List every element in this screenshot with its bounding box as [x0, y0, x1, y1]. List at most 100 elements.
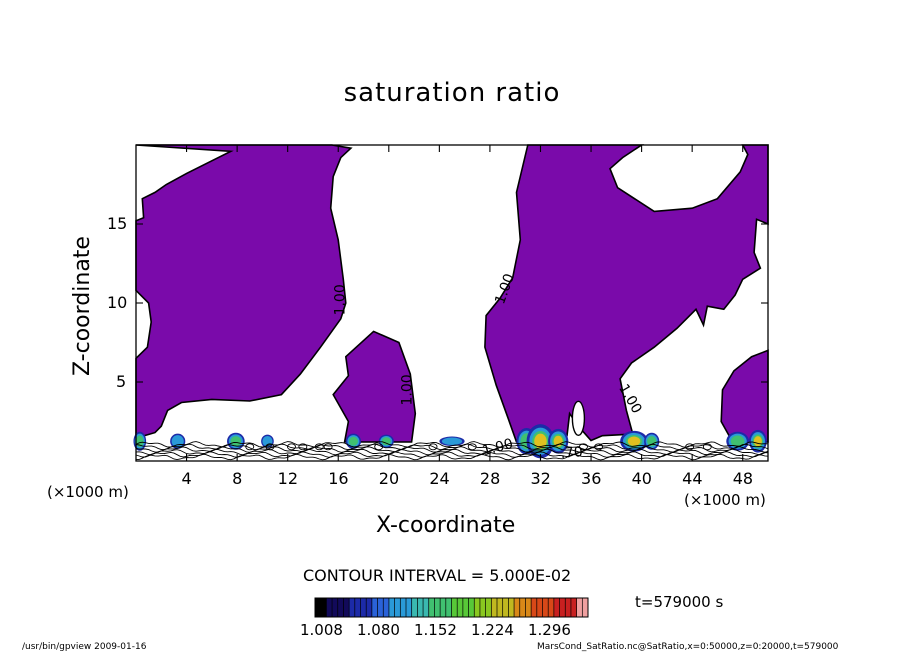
ground-contour [135, 443, 769, 451]
y-tick-label: 15 [107, 214, 128, 233]
small-contour-loop [467, 443, 477, 451]
plume-core [647, 436, 657, 447]
saturated-region-fill [135, 144, 769, 443]
saturated-region-4 [720, 349, 769, 443]
plot-frame [135, 144, 769, 462]
colorbar-tick-label: 1.008 [300, 621, 343, 639]
y-axis-label: Z-coordinate [70, 236, 95, 376]
colorbar-cell [570, 598, 577, 617]
contour-labels: 1.001.001.001.001.00.70 [333, 272, 645, 462]
colorbar-tick-label: 1.224 [471, 621, 514, 639]
small-contour-loop [702, 443, 712, 451]
colorbar-cell [371, 598, 378, 617]
plume-core [136, 435, 144, 447]
colorbar-cell [519, 598, 526, 617]
colorbar-cell [531, 598, 538, 617]
x-tick-label: 16 [328, 469, 349, 488]
colorbar-cell [525, 598, 532, 617]
y-tick-label: 10 [107, 293, 128, 312]
colorbar-cell [445, 598, 452, 617]
x-tick-label: 4 [181, 469, 192, 488]
plume-core [348, 436, 358, 446]
small-contour-loop [265, 443, 275, 451]
colorbar-cell [565, 598, 572, 617]
colorbar-cell [394, 598, 401, 617]
colorbar-cell [548, 598, 555, 617]
ground-contour-lines [135, 441, 769, 461]
small-contour-loop [323, 443, 333, 451]
x-tick-label: 12 [277, 469, 299, 488]
colorbar-cell [383, 598, 390, 617]
ground-contour [135, 448, 769, 456]
x-tick-label: 8 [232, 469, 243, 488]
footer-data-source: MarsCond_SatRatio.nc@SatRatio,x=0:50000,… [537, 642, 839, 652]
x-tick-label: 48 [732, 469, 754, 488]
plume-core [381, 437, 391, 446]
colorbar-cell [315, 598, 321, 617]
small-contour-loop [314, 443, 324, 451]
x-unit-label-left: (×1000 m) [47, 483, 129, 501]
time-label: t=579000 s [635, 593, 724, 611]
colorbar-cell [400, 598, 407, 617]
colorbar-tick-label: 1.080 [357, 621, 400, 639]
contour-label: 1.00 [333, 284, 349, 315]
colorbar-frame [314, 597, 589, 618]
colorbar-tick-label: 1.296 [528, 621, 571, 639]
small-contour-loop [287, 443, 296, 451]
colorbar [314, 597, 589, 618]
colorbar-cell [377, 598, 384, 617]
colorbar-cell [320, 598, 327, 617]
footer-program-date: /usr/bin/gpview 2009-01-16 [22, 642, 147, 652]
colorbar-cell [337, 598, 344, 617]
colorbar-cell [485, 598, 492, 617]
chart-title: saturation ratio [343, 78, 561, 108]
colorbar-cell [354, 598, 361, 617]
colorbar-cell [428, 598, 435, 617]
colorbar-cell [411, 598, 418, 617]
colorbar-cell [417, 598, 424, 617]
colorbar-cell [343, 598, 350, 617]
colorbar-cell [434, 598, 441, 617]
colorbar-cell [502, 598, 509, 617]
plume-core [534, 433, 547, 449]
contour-interval-label: CONTOUR INTERVAL = 5.000E-02 [303, 566, 572, 585]
y-tick-label: 5 [116, 372, 127, 391]
colorbar-cell [479, 598, 486, 617]
colorbar-cell [440, 598, 447, 617]
colorbar-cell [474, 598, 481, 617]
saturated-region-2 [332, 330, 417, 443]
colorbar-cell [576, 598, 583, 617]
x-tick-label: 36 [581, 469, 602, 488]
small-contour-loop [245, 443, 255, 451]
contour-label: 1.00 [400, 374, 416, 405]
colorbar-cell [406, 598, 412, 617]
colorbar-cell [349, 598, 356, 617]
x-tick-label: 24 [429, 469, 450, 488]
colorbar-cell [542, 598, 549, 617]
plume-core [171, 435, 184, 448]
unsaturated-pocket [571, 400, 586, 437]
colorbar-cell [582, 598, 589, 617]
colorbar-cell [451, 598, 458, 617]
colorbar-cell [360, 598, 367, 617]
x-tick-label: 32 [530, 469, 551, 488]
colorbar-cell [326, 598, 333, 617]
colorbar-cell [536, 598, 543, 617]
plume-core [441, 437, 463, 446]
small-contour-loop [685, 443, 695, 451]
colorbar-cell [462, 598, 469, 617]
saturated-region-1 [135, 144, 353, 441]
colorbar-cell [423, 598, 430, 617]
x-unit-label-right: (×1000 m) [684, 491, 766, 509]
colorbar-cell [457, 598, 464, 617]
small-contour-loop [594, 443, 604, 451]
x-tick-label: 20 [378, 469, 400, 488]
colorbar-cell [514, 598, 521, 617]
colorbar-cell [508, 598, 515, 617]
small-contour-loop [374, 443, 384, 451]
contour-label: .70 [560, 444, 584, 462]
saturated-region-3 [484, 144, 769, 443]
plume-core [627, 436, 641, 446]
plume-core [753, 436, 762, 447]
